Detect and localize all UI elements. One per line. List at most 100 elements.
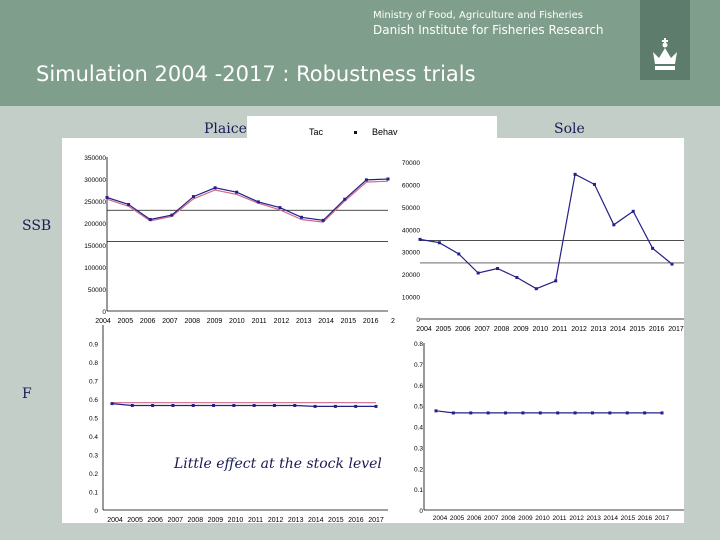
legend-behav: Behav [372,127,398,137]
data-point [573,172,577,176]
data-point [148,217,152,221]
x-tick-label: 2008 [184,318,200,325]
x-tick-label: 2009 [207,318,223,325]
data-point [232,403,236,407]
x-tick-label: 2008 [494,326,510,333]
y-tick-label: 0.2 [89,471,98,478]
x-tick-label: 2006 [140,318,156,325]
legend: Tac Behav [247,116,497,144]
y-tick-label: 0.8 [89,360,98,367]
x-tick-label: 2009 [208,517,224,524]
data-point [631,209,635,213]
y-tick-label: 50000 [88,287,106,294]
y-tick-label: 0.7 [414,362,423,369]
data-point [321,218,325,222]
x-tick-label: 2011 [248,517,263,524]
y-tick-label: 350000 [84,155,106,162]
data-point [300,215,304,219]
x-tick-label: 2014 [604,515,619,522]
data-point [151,403,155,407]
ssb-row-label: SSB [22,218,52,234]
data-point [651,246,655,250]
data-point [105,195,109,199]
y-tick-label: 150000 [84,243,106,250]
x-tick-label: 2012 [274,318,290,325]
data-point [170,213,174,217]
x-tick-label: 2008 [188,517,204,524]
x-tick-label: 2010 [228,517,244,524]
data-point [590,411,594,415]
data-point [496,267,500,271]
x-tick-label: 2006 [455,326,471,333]
legend-behav-marker [354,131,357,134]
x-tick-label: 2006 [147,517,163,524]
x-tick-label: 2012 [571,326,587,333]
data-point [272,403,276,407]
x-tick-label: 2004 [107,517,123,524]
x-tick-label: 2005 [450,515,465,522]
data-point [573,411,577,415]
data-point [354,404,358,408]
x-tick-label: 2015 [621,515,636,522]
y-tick-label: 0.4 [89,434,98,441]
x-tick-label: 2005 [436,326,452,333]
x-tick-label: 2009 [518,515,533,522]
y-tick-label: 0.3 [89,453,98,460]
plaice-f-chart: 0 0.1 0.2 0.3 0.4 0.5 0.6 0.7 0.8 0.9 2004 2005 2006… [89,325,388,524]
plaice-label: Plaice [204,121,247,137]
institute-name: Danish Institute for Fisheries Research [373,23,604,37]
data-point [515,276,519,280]
series-line-behav [435,410,662,414]
y-tick-label: 0.1 [89,490,98,497]
y-tick-label: 0 [102,309,106,316]
y-tick-label: 0.7 [89,379,98,386]
data-point [670,262,674,266]
y-tick-label: 0.6 [414,383,423,390]
data-point [333,404,337,408]
x-tick-label: 2013 [288,517,304,524]
chart-area-background [62,138,684,523]
x-tick-label: 2014 [308,517,324,524]
y-tick-label: 100000 [84,265,106,272]
sole-ssb-chart: 0 10000 20000 30000 40000 50000 60000 70000 2004… [402,160,684,333]
y-tick-label: 40000 [402,227,420,234]
series-line-behav [111,403,376,407]
data-point [293,403,297,407]
y-tick-label: 10000 [402,295,420,302]
x-tick-label: 2013 [296,318,312,325]
y-tick-label: 70000 [402,160,420,167]
data-point [457,252,461,256]
data-point [556,411,560,415]
y-tick-label: 300000 [84,177,106,184]
data-point [364,178,368,182]
x-tick-label: 2007 [474,326,490,333]
x-tick-label: 2013 [591,326,607,333]
y-tick-label: 60000 [402,182,420,189]
x-tick-label: 2010 [535,515,550,522]
y-tick-label: 200000 [84,221,106,228]
y-tick-label: 0.4 [414,425,423,432]
x-tick-label: 2016 [638,515,653,522]
y-tick-label: 0.8 [414,341,423,348]
x-tick-label: 2012 [569,515,584,522]
f-row-label: F [22,386,32,402]
y-tick-label: 50000 [402,205,420,212]
data-point [625,411,629,415]
y-tick-label: 30000 [402,250,420,257]
x-tick-label: 2016 [348,517,364,524]
y-tick-label: 0.1 [414,487,423,494]
data-point [437,241,441,245]
y-tick-label: 0.3 [414,445,423,452]
x-tick-label: 2016 [363,318,379,325]
data-point [374,404,378,408]
x-tick-label: 2005 [118,318,134,325]
x-tick-label: 2004 [95,318,111,325]
data-point [476,271,480,275]
data-point [486,411,490,415]
slide-title: Simulation 2004 -2017 : Robustness trial… [36,62,476,86]
data-point [256,200,260,204]
data-point [343,197,347,201]
x-tick-label: 2011 [552,326,567,333]
